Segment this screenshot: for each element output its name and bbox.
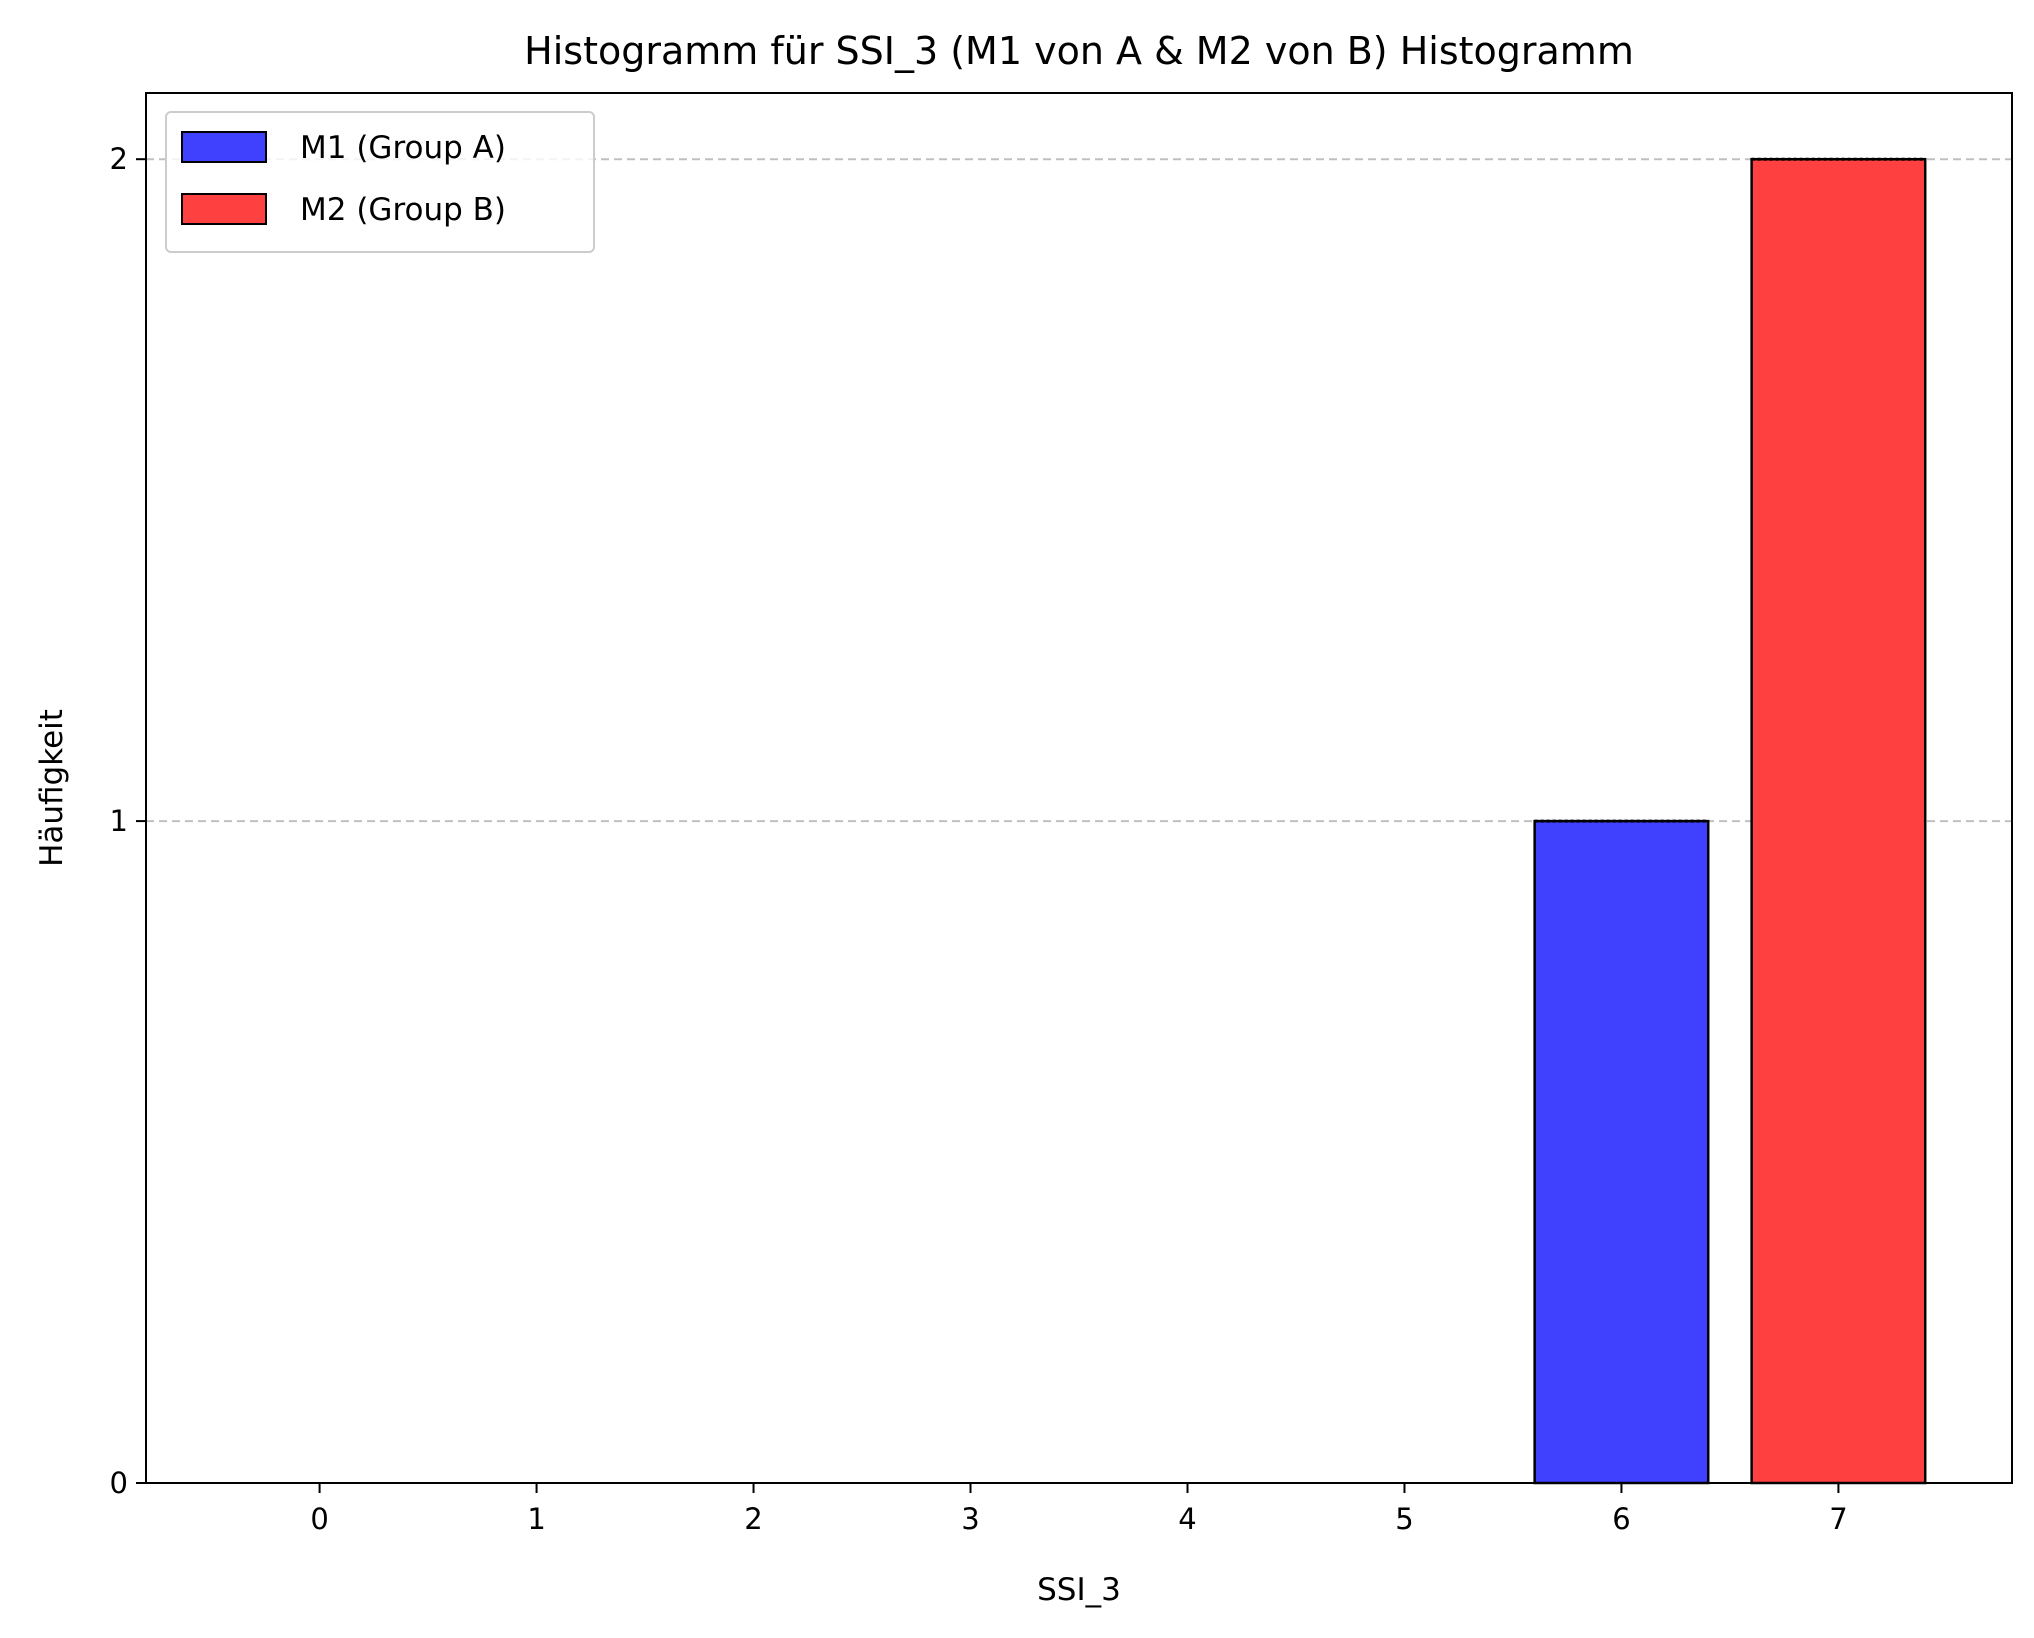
y-tick-label-1: 1 [110, 804, 128, 838]
x-tick-label-5: 5 [1395, 1502, 1413, 1536]
legend-label-m2: M2 (Group B) [300, 192, 506, 228]
x-ticks: 0 1 2 3 4 5 6 7 [310, 1483, 1848, 1536]
x-tick-label-4: 4 [1178, 1502, 1196, 1536]
x-tick-label-7: 7 [1829, 1502, 1847, 1536]
chart-title: Histogramm für SSI_3 (M1 von A & M2 von … [524, 29, 1634, 73]
x-tick-label-0: 0 [310, 1502, 328, 1536]
bar-s1-6 [1533, 819, 1710, 1485]
x-axis-title: SSI_3 [1037, 1572, 1121, 1608]
legend-swatch-m1 [181, 131, 267, 163]
x-tick-label-1: 1 [527, 1502, 545, 1536]
y-ticks: 0 1 2 [110, 142, 146, 1500]
bar-s2-7 [1750, 157, 1927, 1485]
legend-swatch-m2 [181, 193, 267, 225]
y-axis-title: Häufigkeit [34, 709, 70, 867]
plot-frame [145, 92, 2013, 1484]
legend-box [165, 111, 595, 253]
bars [1533, 157, 1927, 1485]
x-tick-label-2: 2 [744, 1502, 762, 1536]
y-tick-label-2: 2 [110, 142, 128, 176]
legend-label-m1: M1 (Group A) [300, 130, 506, 166]
x-tick-label-3: 3 [961, 1502, 979, 1536]
x-tick-label-6: 6 [1612, 1502, 1630, 1536]
legend: M1 (Group A) M2 (Group B) [165, 111, 595, 253]
y-tick-label-0: 0 [110, 1466, 128, 1500]
